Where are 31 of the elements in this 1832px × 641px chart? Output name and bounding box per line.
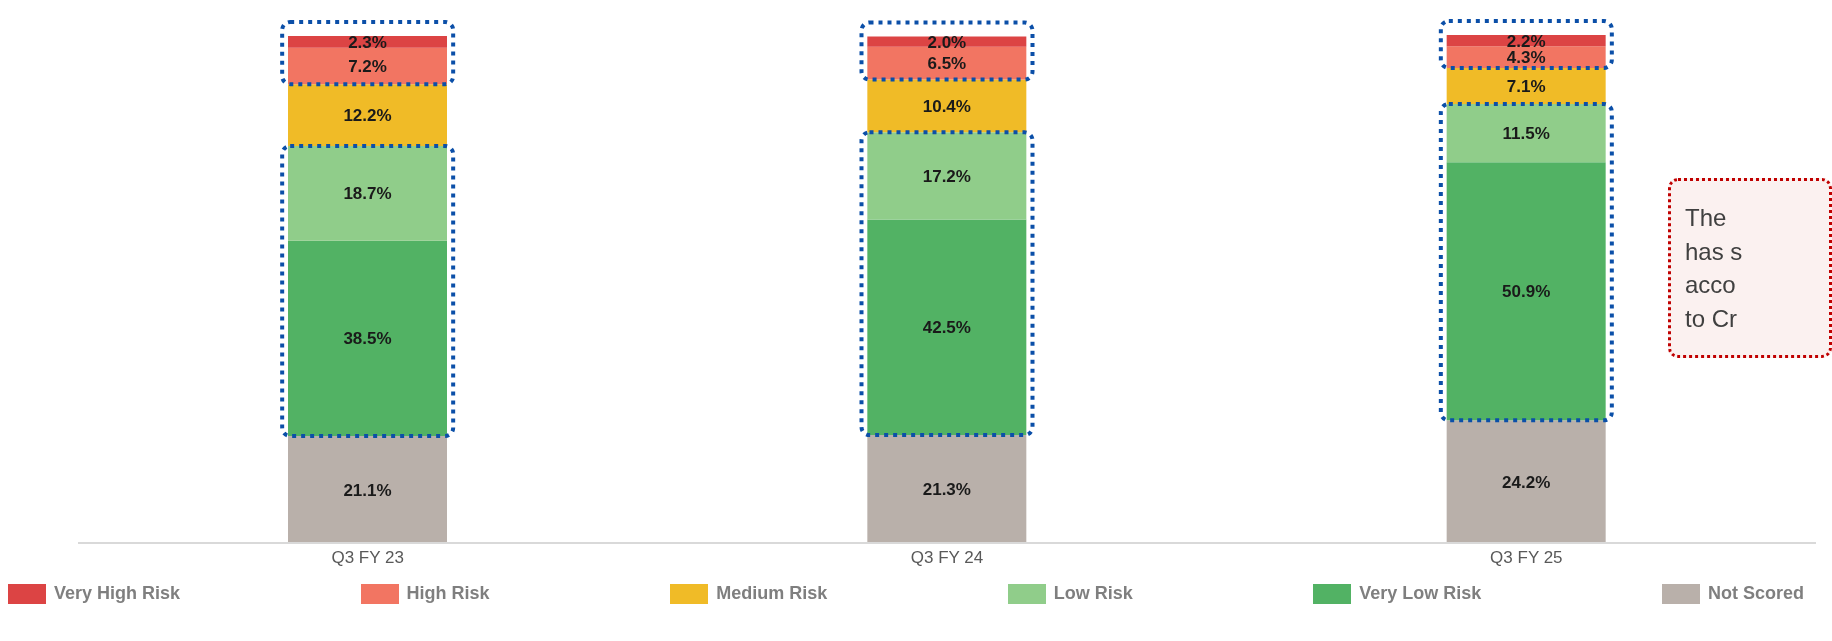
callout-box: The has s acco to Cr [1668,178,1832,359]
legend-label: Very High Risk [54,583,181,604]
data-label: 2.0% [927,32,967,52]
data-label: 21.1% [343,480,392,500]
bar [288,146,447,241]
x-tick-label: Q3 FY 23 [331,548,404,568]
legend-label: High Risk [406,583,490,604]
x-tick-label: Q3 FY 25 [1490,548,1563,568]
data-label: 42.5% [922,318,971,338]
data-label: 12.2% [343,106,392,126]
legend-label: Medium Risk [716,583,828,604]
x-tick-label: Q3 FY 24 [910,548,984,568]
legend-label: Low Risk [1053,583,1133,604]
data-label: 4.3% [1506,48,1546,68]
data-label: 17.2% [922,166,971,186]
legend-label: Not Scored [1707,583,1804,604]
data-label: 10.4% [922,97,971,117]
data-label: 38.5% [343,329,392,349]
data-label: 24.2% [1502,472,1551,492]
data-label: 2.3% [348,32,387,52]
bar [1446,103,1606,163]
data-label: 2.2% [1506,31,1546,51]
data-label: 21.3% [922,480,971,500]
data-label: 11.5% [1502,124,1550,144]
data-label: 50.9% [1502,282,1551,302]
data-label: 7.2% [348,56,387,76]
bar [867,132,1027,220]
legend-label: Very Low Risk [1359,583,1482,604]
data-label: 6.5% [927,54,967,74]
data-label: 7.1% [1506,76,1546,96]
data-label: 18.7% [343,184,392,204]
